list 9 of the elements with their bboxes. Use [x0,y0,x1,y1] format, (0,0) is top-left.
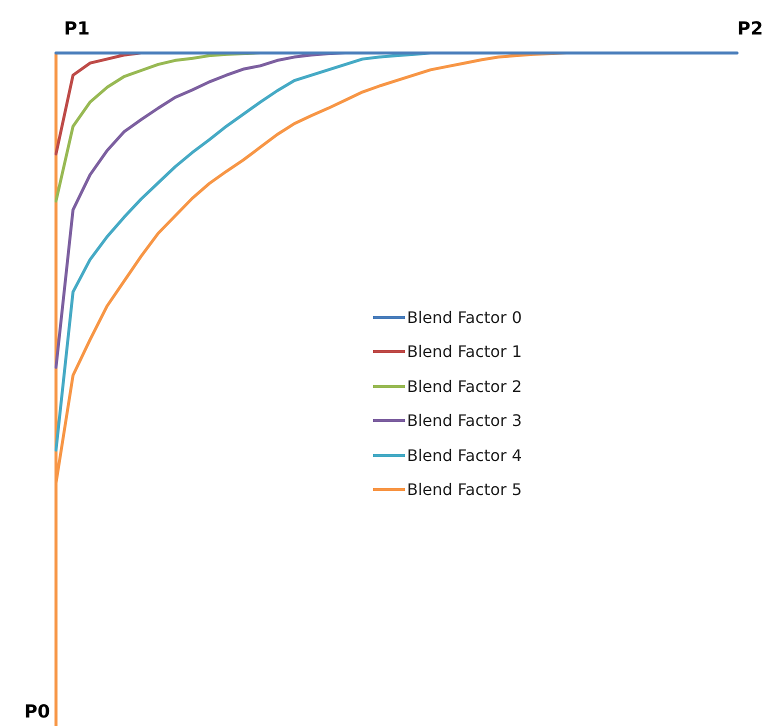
legend-label: Blend Factor 3 [407,411,522,430]
legend-label: Blend Factor 4 [407,446,522,465]
legend-label: Blend Factor 0 [407,308,522,327]
legend-label: Blend Factor 5 [407,480,522,500]
text: P2 [737,18,763,40]
legend-label: Blend Factor 1 [407,342,522,362]
legend-label: Blend Factor 2 [407,376,522,396]
annotation: P0 [24,702,50,723]
text: P1 [64,18,90,40]
